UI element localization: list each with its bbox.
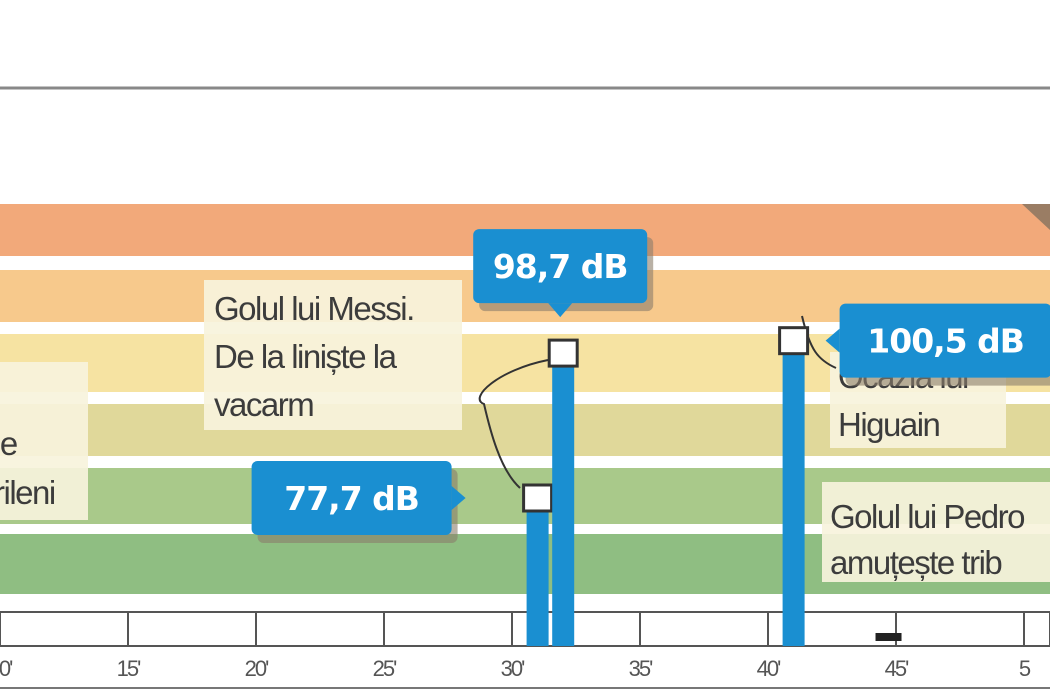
annotation-box-pedro bbox=[822, 482, 1050, 582]
annotation-left-line-3: rileni bbox=[0, 474, 55, 511]
tick-label: 20' bbox=[245, 656, 269, 681]
value-callout-1: 98,7 dB bbox=[473, 229, 654, 318]
callout-tail bbox=[825, 328, 840, 353]
callout-box bbox=[251, 461, 452, 535]
tick-label: 45' bbox=[885, 656, 909, 681]
callout-label: 98,7 dB bbox=[493, 247, 628, 286]
annotation-pedro-line-2: amuțește trib bbox=[830, 544, 1001, 581]
callout-tail bbox=[451, 486, 466, 510]
tick-label: 35' bbox=[629, 656, 653, 681]
annotation-messi-line-1: Golul lui Messi. bbox=[214, 290, 414, 327]
tick-label: 30' bbox=[501, 656, 525, 681]
band-fold-corner bbox=[1022, 204, 1050, 230]
axis-strip bbox=[0, 611, 1050, 647]
x-ticks: 10' 15' 20' 25' 30' 35' 40' 45' 5 bbox=[0, 612, 1033, 681]
bar-0 bbox=[526, 498, 549, 646]
annotation-boxes bbox=[0, 280, 1050, 582]
annotation-messi-line-3: vacarm bbox=[214, 386, 313, 423]
annotation-left-line-2: le bbox=[0, 425, 17, 462]
value-callouts: 77,7 dB 98,7 dB 100,5 dB bbox=[251, 229, 1050, 543]
bar-2 bbox=[782, 340, 805, 646]
leader-line-higuain bbox=[801, 315, 837, 369]
tick-label: 5 bbox=[1019, 656, 1031, 681]
leader-line-messi bbox=[478, 359, 549, 489]
annotation-box-left bbox=[0, 362, 88, 520]
bars bbox=[522, 326, 810, 646]
annotation-pedro-line-1: Golul lui Pedro bbox=[830, 498, 1024, 535]
tick-label: 10' bbox=[0, 656, 13, 681]
callout-box bbox=[473, 229, 648, 304]
callout-tail bbox=[548, 303, 573, 318]
callout-label: 100,5 dB bbox=[867, 322, 1024, 361]
tick-label: 25' bbox=[373, 656, 397, 681]
annotation-box-messi bbox=[204, 280, 462, 430]
callout-box bbox=[839, 303, 1050, 378]
bar-marker-1 bbox=[547, 338, 579, 368]
tick-label: 15' bbox=[117, 656, 141, 681]
bar-marker-0 bbox=[522, 483, 554, 513]
x-axis bbox=[0, 611, 1050, 689]
tick-label: 40' bbox=[757, 656, 781, 681]
bar-1 bbox=[552, 353, 575, 646]
value-callout-0: 77,7 dB bbox=[251, 461, 466, 543]
value-callout-2: 100,5 dB bbox=[825, 303, 1050, 386]
annotation-messi-line-2: De la liniște la bbox=[214, 338, 398, 375]
annotation-higuain-line-2: Higuain bbox=[838, 406, 940, 443]
leader-lines bbox=[478, 315, 837, 489]
callout-label: 77,7 dB bbox=[284, 479, 419, 518]
bar-marker-2 bbox=[778, 326, 810, 356]
halftime-marker bbox=[875, 633, 902, 641]
